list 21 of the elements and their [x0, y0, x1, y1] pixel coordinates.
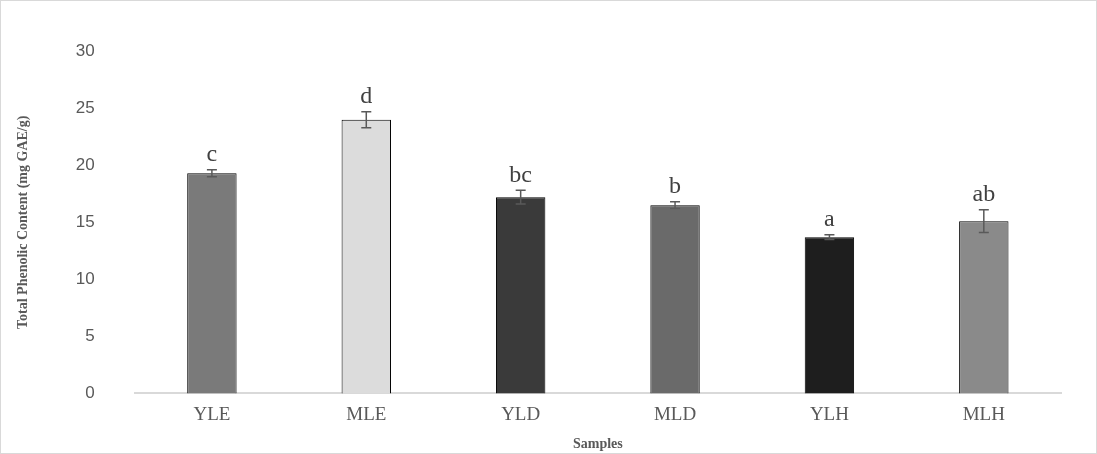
annotation: bc: [509, 160, 532, 187]
y-tick-label: 0: [85, 383, 95, 403]
y-tick-label: 30: [75, 40, 95, 60]
annotation: d: [360, 81, 373, 108]
annotation: ab: [972, 180, 996, 207]
x-tick-label: YLE: [193, 402, 231, 424]
x-tick-label: MLE: [346, 402, 387, 424]
y-axis-title: Total Phenolic Content (mg GAE/g): [15, 115, 32, 329]
y-tick-label: 20: [75, 154, 95, 174]
annotation: b: [669, 172, 682, 199]
x-tick-label: YLD: [501, 402, 541, 424]
x-tick-label: MLD: [653, 402, 697, 424]
annotation: c: [206, 140, 218, 167]
x-axis-title: Samples: [572, 436, 624, 452]
y-tick-label: 10: [75, 269, 95, 289]
annotation: a: [824, 205, 836, 232]
y-tick-label: 25: [75, 97, 95, 117]
y-tick-label: 5: [85, 326, 95, 346]
x-tick-label: MLH: [962, 402, 1006, 424]
x-tick-label: YLH: [809, 402, 850, 424]
y-tick-label: 15: [75, 211, 95, 231]
